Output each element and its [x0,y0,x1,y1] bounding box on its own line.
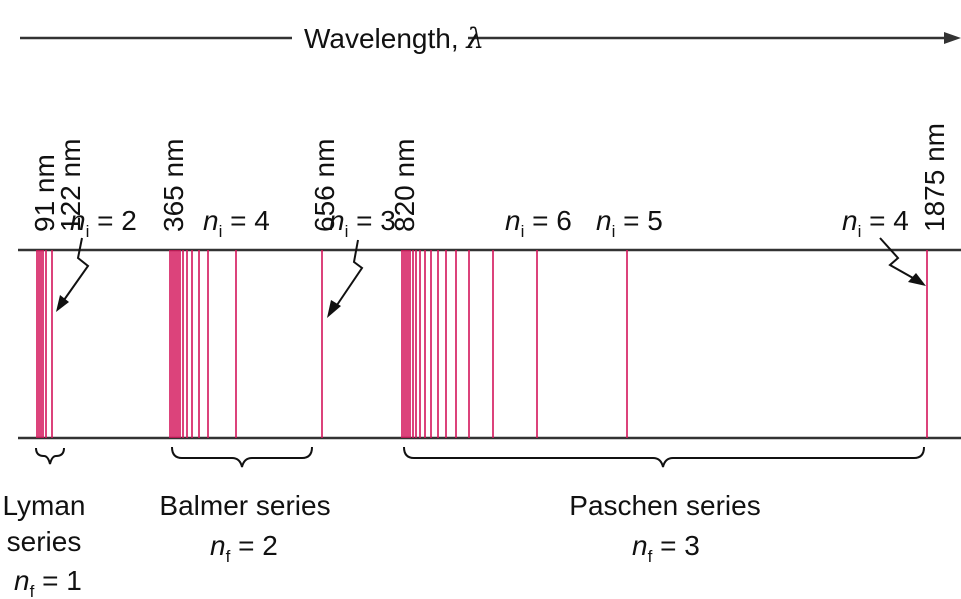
ni-label-paschen-6: ni = 6 [505,205,572,241]
series-balmer-nf: nf = 2 [210,530,278,566]
pointer-arrow-balmer [336,239,364,306]
ni-label-paschen-5: ni = 5 [596,205,663,241]
series-lyman-name-line1: Lyman [2,490,85,521]
arrowhead-paschen [908,273,926,286]
label-1875nm: 1875 nm [919,123,950,232]
label-656nm: 656 nm [309,139,340,232]
series-balmer-name: Balmer series [159,490,330,521]
label-365nm: 365 nm [158,139,189,232]
brace-balmer [171,446,313,468]
brace-paschen [403,446,925,468]
series-braces [35,446,925,468]
wavelength-axis-arrowhead [944,32,961,44]
pointer-arrow-lyman [63,237,90,301]
brace-lyman [35,447,65,465]
series-lyman-name-line2: series [7,526,82,557]
axis-title-word: Wavelength, [304,23,459,54]
ni-label-lyman-2: ni = 2 [70,205,137,241]
axis-title-lambda: λ [465,22,484,55]
ni-label-balmer-4: ni = 4 [203,205,270,241]
spectral-lines [36,250,928,438]
pointer-arrows [63,237,914,306]
series-lyman-nf: nf = 1 [14,565,82,599]
ni-label-paschen-4: ni = 4 [842,205,909,241]
series-paschen-nf: nf = 3 [632,530,700,566]
series-paschen-name: Paschen series [569,490,760,521]
label-122nm: 122 nm [55,139,86,232]
wavelength-axis-title: Wavelength, λ [304,22,484,55]
label-820nm: 820 nm [389,139,420,232]
ni-label-balmer-3: ni = 3 [329,205,396,241]
arrowhead-lyman [56,295,69,312]
label-91nm: 91 nm [29,154,60,232]
arrowhead-balmer [327,300,341,318]
pointer-arrow-paschen [879,237,914,279]
pointer-arrowheads [56,273,926,318]
